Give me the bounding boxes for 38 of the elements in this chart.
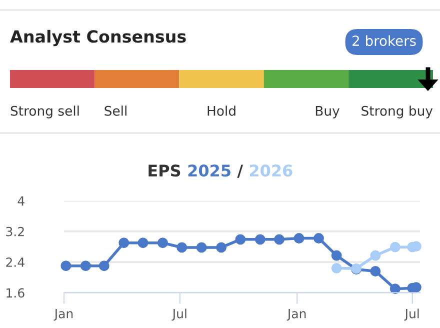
point xyxy=(370,266,381,276)
point xyxy=(274,234,284,245)
y-tick-label: 2.4 xyxy=(6,258,24,267)
category-label: Strong sell xyxy=(10,106,79,118)
text: / xyxy=(237,164,244,178)
y-tick-label: 1.6 xyxy=(6,288,24,298)
x-tick-label: Jul xyxy=(172,308,186,321)
point xyxy=(196,242,207,253)
point xyxy=(331,250,342,261)
y-tick-label: 3.2 xyxy=(6,226,24,236)
x-tick-label: Jan xyxy=(286,309,306,321)
category-label: Hold xyxy=(208,106,236,116)
x-tick-label: Jan xyxy=(54,309,73,321)
point xyxy=(331,262,342,274)
point xyxy=(216,242,227,253)
point xyxy=(80,260,91,272)
point xyxy=(138,238,148,248)
chart-title: EPS xyxy=(148,164,180,177)
x-tick-label: Jul xyxy=(404,308,419,321)
text: Analyst Consensus xyxy=(10,30,186,46)
point xyxy=(390,242,400,252)
y-tick-label: 4 xyxy=(18,196,24,206)
text: 2 brokers xyxy=(352,35,416,46)
point xyxy=(370,250,381,261)
point xyxy=(118,238,130,248)
point xyxy=(176,242,188,253)
point xyxy=(158,238,168,248)
text: 2026 xyxy=(250,164,292,177)
point xyxy=(98,260,110,272)
point xyxy=(60,260,72,272)
point xyxy=(314,233,324,244)
point xyxy=(235,234,246,245)
point xyxy=(294,233,304,244)
category-label: Strong buy xyxy=(362,106,433,118)
point xyxy=(254,234,266,245)
text: 2025 xyxy=(188,164,230,177)
category-label: Buy xyxy=(316,106,340,118)
category-label: Sell xyxy=(104,106,126,116)
